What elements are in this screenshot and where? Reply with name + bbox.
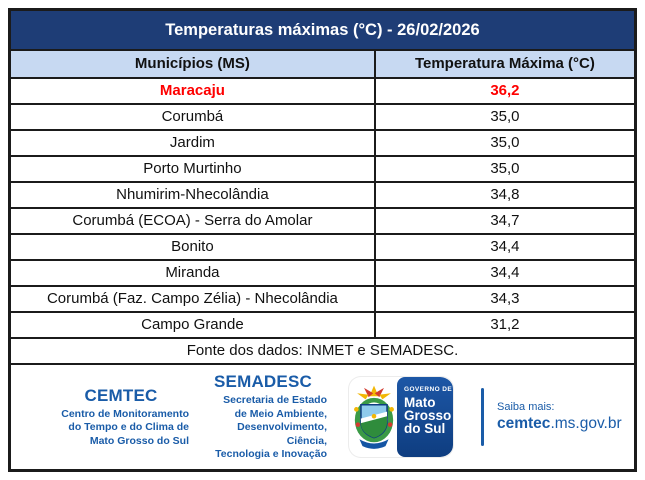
cemtec-description-line: Centro de Monitoramento [61,407,189,420]
more-info-block: Saiba mais: cemtec.ms.gov.br [497,401,622,433]
semadesc-description-line: Tecnologia e Inovação [215,448,327,461]
municipality-cell: Bonito [10,233,376,261]
government-badge-panel: GOVERNO DE Mato Grosso do Sul [397,377,453,457]
temperature-cell: 31,2 [373,311,636,339]
footer-vertical-divider [481,388,484,446]
municipality-cell: Corumbá (ECOA) - Serra do Amolar [10,207,376,235]
data-source-note: Fonte dos dados: INMET e SEMADESC. [10,337,635,364]
ms-coat-of-arms-icon [354,385,394,449]
temperature-cell: 34,4 [373,233,636,261]
gov-name-line: Mato [404,395,436,410]
cemtec-description-line: do Tempo e do Clima de [68,421,189,434]
table-row: Corumbá (Faz. Campo Zélia) - Nhecolândia… [10,285,636,313]
semadesc-description-line: Desenvolvimento, Ciência, [237,421,327,447]
cemtec-logo-block: CEMTEC Centro de Monitoramento do Tempo … [53,386,189,449]
table-row: Jardim 35,0 [10,129,636,157]
table-row: Corumbá (ECOA) - Serra do Amolar 34,7 [10,207,636,235]
municipality-cell: Corumbá [10,103,376,131]
gov-name-line: Grosso [404,408,452,424]
municipality-cell: Porto Murtinho [10,155,376,183]
table-row: Maracaju 36,2 [10,77,636,105]
government-ms-logo: GOVERNO DE Mato Grosso do Sul [349,377,453,457]
column-header-municipios: Municípios (MS) [10,50,376,79]
table-row: Bonito 34,4 [10,233,636,261]
table-row: Corumbá 35,0 [10,103,636,131]
column-header-temperatura: Temperatura Máxima (°C) [373,50,636,79]
temperature-cell: 34,3 [373,285,636,313]
table-row: Campo Grande 31,2 [10,311,636,339]
star-rays [357,385,391,400]
cemtec-name: CEMTEC [84,385,158,405]
municipality-cell: Miranda [10,259,376,287]
municipality-cell: Campo Grande [10,311,376,339]
saiba-mais-label: Saiba mais: [497,401,555,413]
page-title: Temperaturas máximas (°C) - 26/02/2026 [165,20,480,39]
semadesc-logo-block: SEMADESC Secretaria de Estado de Meio Am… [199,372,327,462]
url-rest-part: .ms.gov.br [550,415,622,432]
semadesc-description-line: de Meio Ambiente, [234,407,327,420]
footer-branding-strip: CEMTEC Centro de Monitoramento do Tempo … [11,363,634,469]
title-bar: Temperaturas máximas (°C) - 26/02/2026 [11,11,634,51]
gov-name-line: do Sul [404,421,446,437]
source-row: Fonte dos dados: INMET e SEMADESC. [10,337,635,364]
temperature-cell: 34,8 [373,181,636,209]
semadesc-name: SEMADESC [214,371,312,391]
url-bold-part: cemtec [497,415,551,432]
temperature-cell: 35,0 [373,155,636,183]
semadesc-description-line: Secretaria de Estado [223,393,327,406]
bulletin-board: Temperaturas máximas (°C) - 26/02/2026 M… [8,8,637,472]
municipality-cell: Nhumirim-Nhecolândia [10,181,376,209]
table-header-row: Municípios (MS) Temperatura Máxima (°C) [10,50,636,79]
governo-de-label: GOVERNO DE [404,386,453,393]
table-row: Porto Murtinho 35,0 [10,155,636,183]
table-row: Miranda 34,4 [10,259,636,287]
temperature-cell: 34,4 [373,259,636,287]
cemtec-description-line: Mato Grosso do Sul [89,434,189,447]
municipality-cell: Maracaju [10,77,376,105]
table-row: Nhumirim-Nhecolândia 34,8 [10,181,636,209]
temperature-table: Municípios (MS) Temperatura Máxima (°C) … [10,50,636,364]
temperature-cell: 35,0 [373,129,636,157]
municipality-cell: Jardim [10,129,376,157]
municipality-cell: Corumbá (Faz. Campo Zélia) - Nhecolândia [10,285,376,313]
temperature-cell: 36,2 [373,77,636,105]
cemtec-website-link[interactable]: cemtec.ms.gov.br [497,415,622,433]
temperature-cell: 34,7 [373,207,636,235]
temperature-cell: 35,0 [373,103,636,131]
